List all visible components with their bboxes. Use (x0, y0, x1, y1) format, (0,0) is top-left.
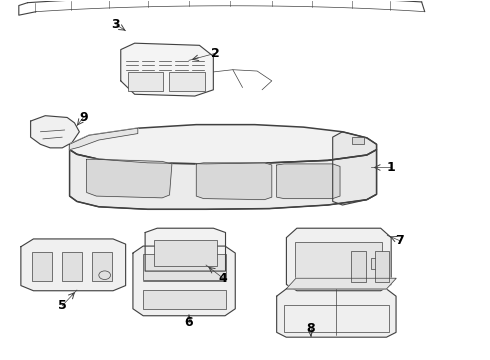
Polygon shape (277, 164, 340, 199)
Polygon shape (70, 128, 138, 150)
Bar (352, 137, 365, 144)
Bar (284, 305, 389, 332)
Bar (62, 252, 82, 281)
Polygon shape (87, 159, 172, 198)
Polygon shape (70, 150, 376, 209)
Bar (375, 251, 390, 282)
Polygon shape (287, 228, 391, 291)
Text: 4: 4 (219, 272, 227, 285)
Text: 3: 3 (112, 18, 120, 31)
Text: 1: 1 (387, 161, 395, 174)
Text: 8: 8 (306, 322, 315, 335)
Text: 2: 2 (211, 47, 220, 60)
Bar (128, 72, 163, 91)
Polygon shape (133, 246, 235, 316)
Polygon shape (30, 116, 79, 148)
Polygon shape (121, 43, 213, 96)
Polygon shape (286, 278, 396, 289)
Text: 5: 5 (58, 299, 67, 312)
Text: 9: 9 (79, 111, 88, 124)
Bar (295, 242, 382, 283)
Bar (31, 252, 52, 281)
Circle shape (99, 271, 111, 279)
Bar (143, 290, 225, 309)
Text: 7: 7 (395, 234, 404, 247)
Bar (154, 240, 217, 266)
Bar (143, 254, 225, 279)
Polygon shape (333, 132, 376, 205)
Bar (371, 258, 384, 269)
Bar (170, 72, 204, 91)
Bar (351, 251, 366, 282)
Bar (92, 252, 113, 281)
Text: 6: 6 (185, 316, 193, 329)
Polygon shape (145, 228, 225, 271)
Polygon shape (196, 163, 272, 200)
Polygon shape (70, 125, 376, 164)
Polygon shape (21, 239, 125, 291)
Polygon shape (277, 289, 396, 337)
